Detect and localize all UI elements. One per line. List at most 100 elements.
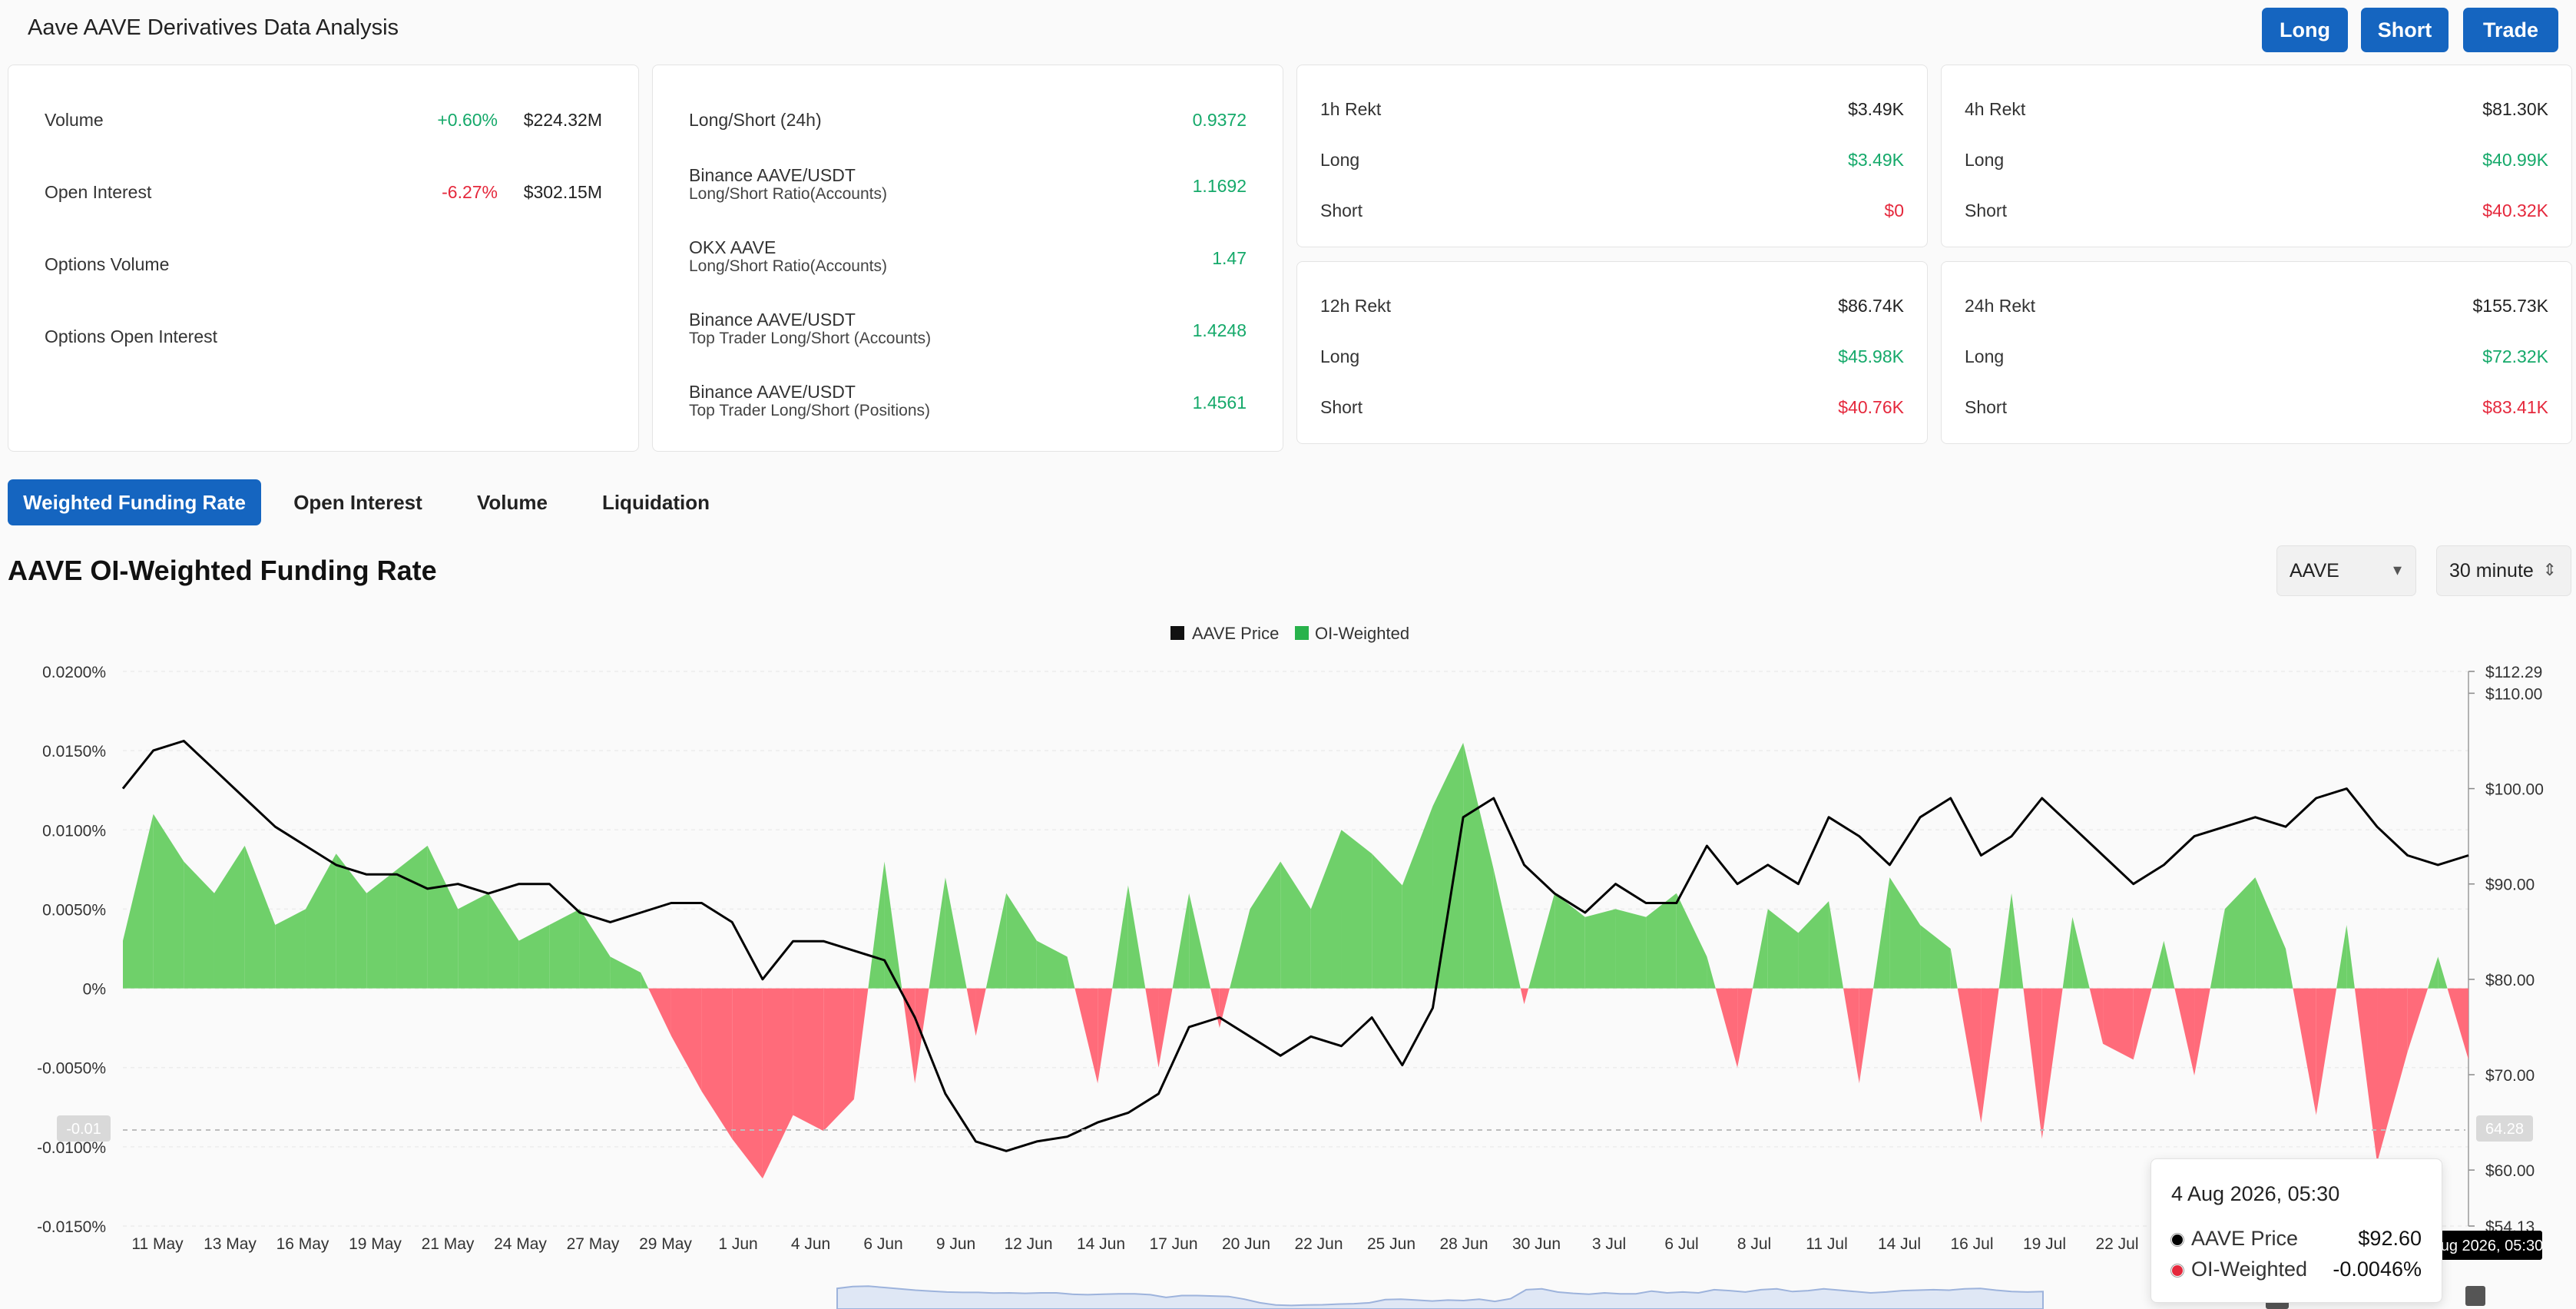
x-tick-label: 30 Jun xyxy=(1512,1235,1561,1253)
oi-area-segment xyxy=(1715,988,1738,1068)
funding-rate-chart[interactable]: AAVE Price OI-Weighted 0.0200% 0.0150% 0.0… xyxy=(0,607,2576,1309)
oi-area-segment xyxy=(214,845,245,989)
rekt-title: 4h Rekt xyxy=(1965,99,2026,119)
oi-area-segment xyxy=(2164,940,2175,989)
legend-label-oi[interactable]: OI-Weighted xyxy=(1315,624,1409,643)
oi-area-segment xyxy=(2151,940,2164,989)
x-tick-label: 19 May xyxy=(349,1235,402,1253)
tab-weighted-funding-rate[interactable]: Weighted Funding Rate xyxy=(8,479,261,525)
oi-dot-icon xyxy=(2171,1264,2184,1277)
volume-value: $224.32M xyxy=(523,110,602,130)
rekt-short-label: Short xyxy=(1320,200,1362,220)
oi-area-segment xyxy=(2336,925,2347,989)
oi-area-segment xyxy=(868,861,885,989)
oi-area-segment xyxy=(396,845,428,989)
x-tick-label: 11 May xyxy=(131,1235,184,1253)
oi-area-segment xyxy=(1981,988,1999,1123)
y-right-tick-label: $90.00 xyxy=(2485,877,2535,894)
oi-area-segment xyxy=(2133,988,2152,1060)
oi-area-segment xyxy=(2174,988,2195,1076)
chart-minimap[interactable] xyxy=(836,1285,2485,1309)
oi-area-segment xyxy=(670,988,702,1092)
oi-area-segment xyxy=(1067,956,1075,989)
x-tick-label: 22 Jun xyxy=(1294,1235,1343,1253)
rekt-short-value: $40.32K xyxy=(2482,200,2548,220)
oi-area-segment xyxy=(1372,853,1402,989)
oi-area-segment xyxy=(1280,861,1311,989)
oi-area-segment xyxy=(1843,988,1859,1084)
y-left-tick-label: 0.0200% xyxy=(42,664,106,681)
oi-area-segment xyxy=(1493,869,1521,989)
caret-down-icon: ▾ xyxy=(2392,560,2402,579)
rekt-card-12h: 12h Rekt $86.74K Long $45.98K Short $40.… xyxy=(1296,261,1928,444)
exchange-pair: Binance AAVE/USDT xyxy=(689,165,856,185)
x-tick-label: 4 Jun xyxy=(791,1235,830,1253)
overview-card: Volume +0.60% $224.32M Open Interest -6.… xyxy=(8,65,639,452)
x-tick-label: 1 Jun xyxy=(718,1235,757,1253)
oi-area-segment xyxy=(2089,988,2104,1044)
oi-area-segment xyxy=(123,814,154,989)
rekt-long-value: $40.99K xyxy=(2482,150,2548,170)
y-left-tick-label: -0.0050% xyxy=(37,1060,106,1078)
tooltip-oi-label: OI-Weighted xyxy=(2191,1258,2308,1281)
exchange-pair: Binance AAVE/USDT xyxy=(689,382,856,402)
tab-open-interest[interactable]: Open Interest xyxy=(278,479,438,525)
oi-area-segment xyxy=(1950,949,1958,989)
oi-area-segment xyxy=(1555,893,1585,989)
oi-area-segment xyxy=(1998,893,2012,989)
tab-liquidation[interactable]: Liquidation xyxy=(587,479,725,525)
oi-area-segment xyxy=(1402,806,1433,989)
oi-area-segment xyxy=(1341,830,1372,989)
price-line xyxy=(121,740,2469,1152)
oi-area-segment xyxy=(1172,893,1190,989)
interval-select[interactable]: 30 minute ⇕ xyxy=(2436,545,2571,596)
volume-label: Volume xyxy=(45,110,104,130)
x-tick-label: 14 Jul xyxy=(1878,1235,1921,1253)
oi-area-segment xyxy=(2210,909,2225,989)
tooltip-oi-row: OI-Weighted -0.0046% xyxy=(2171,1256,2422,1284)
oi-area-segment xyxy=(2377,988,2408,1163)
legend-swatch-price xyxy=(1170,626,1184,640)
rekt-long-label: Long xyxy=(1320,150,1360,170)
oi-area-segment xyxy=(2023,988,2042,1139)
x-tick-label: 21 May xyxy=(422,1235,475,1253)
tab-volume[interactable]: Volume xyxy=(458,479,567,525)
oi-area-segment xyxy=(2354,988,2378,1163)
oi-area-segment xyxy=(1036,940,1068,989)
long-short-row: OKX AAVE Long/Short Ratio(Accounts) 1.47 xyxy=(689,231,1247,285)
oi-area-segment xyxy=(1112,885,1128,989)
x-tick-label: 16 May xyxy=(276,1235,329,1253)
aave-price-series xyxy=(121,740,2469,1152)
coin-select[interactable]: AAVE ▾ xyxy=(2276,545,2416,596)
rekt-total: $155.73K xyxy=(2472,296,2548,316)
y-right-tick-label: $110.00 xyxy=(2485,685,2542,703)
oi-area-segment xyxy=(458,893,488,989)
y-left-tick-label: -0.0100% xyxy=(37,1139,106,1157)
oi-area-segment xyxy=(2062,916,2073,989)
up-down-chevron-icon: ⇕ xyxy=(2542,560,2557,579)
oi-area-segment xyxy=(823,988,854,1132)
x-tick-label: 6 Jun xyxy=(863,1235,902,1253)
oi-area-segment xyxy=(2346,925,2355,989)
oi-area-segment xyxy=(2011,893,2024,989)
chart-section-title: AAVE OI-Weighted Funding Rate xyxy=(8,555,437,586)
oi-area-segment xyxy=(1615,909,1647,989)
x-tick-label: 25 Jun xyxy=(1367,1235,1415,1253)
minimap-handle-right[interactable] xyxy=(2465,1286,2485,1306)
x-tick-label: 29 May xyxy=(639,1235,692,1253)
chart-legend: AAVE Price OI-Weighted xyxy=(1170,624,1409,643)
oi-area-segment xyxy=(579,909,611,989)
long-button[interactable]: Long xyxy=(2262,8,2348,52)
oi-area-segment xyxy=(1889,877,1921,989)
legend-label-price[interactable]: AAVE Price xyxy=(1192,624,1279,643)
x-tick-label: 22 Jul xyxy=(2095,1235,2138,1253)
oi-area-segment xyxy=(1098,988,1113,1084)
oi-area-segment xyxy=(1829,901,1844,989)
x-tick-label: 28 Jun xyxy=(1439,1235,1488,1253)
y-right-tick-label: $70.00 xyxy=(2485,1067,2535,1085)
short-button[interactable]: Short xyxy=(2361,8,2449,52)
trade-button[interactable]: Trade xyxy=(2463,8,2558,52)
volume-row: Volume +0.60% $224.32M xyxy=(45,104,602,134)
chart-canvas[interactable]: AAVE Price OI-Weighted 0.0200%0.0150%0.0… xyxy=(0,607,2576,1309)
ratio-type: Long/Short Ratio(Accounts) xyxy=(689,257,887,275)
